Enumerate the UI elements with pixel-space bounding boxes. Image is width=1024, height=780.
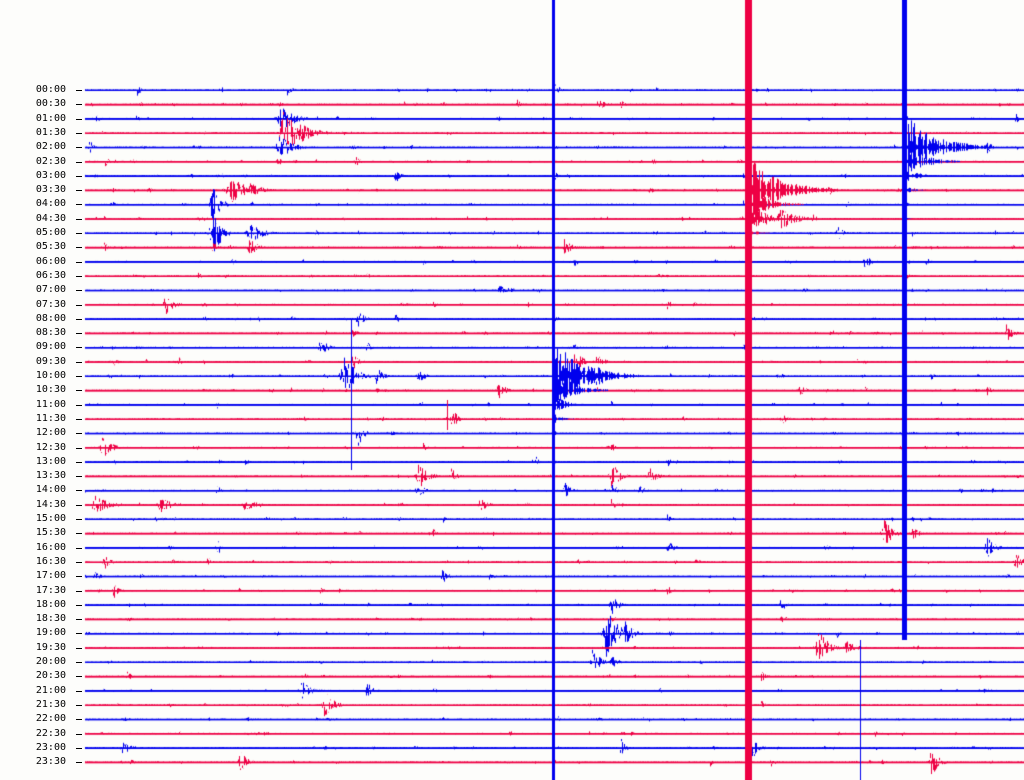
time-tick: [76, 461, 82, 463]
time-label: 21:00: [35, 684, 66, 696]
time-label: 02:00: [35, 141, 66, 153]
time-tick: [76, 233, 82, 234]
time-label: 01:00: [35, 112, 66, 124]
time-label: 17:30: [35, 584, 66, 596]
time-label: 02:30: [35, 155, 66, 167]
time-label: 07:00: [35, 284, 66, 296]
time-tick: [76, 90, 82, 91]
time-tick: [76, 490, 82, 492]
time-label: 22:30: [35, 727, 66, 739]
time-tick: [76, 275, 82, 277]
time-label: 10:00: [35, 370, 66, 381]
time-tick: [76, 418, 82, 420]
time-tick: [76, 175, 82, 177]
time-tick: [76, 747, 82, 749]
time-label: 04:30: [35, 212, 66, 224]
time-label: 12:00: [35, 427, 66, 439]
time-tick: [76, 619, 82, 621]
time-label: 09:30: [35, 355, 66, 367]
time-label: 20:00: [35, 656, 66, 667]
time-label: 14:30: [35, 498, 66, 510]
time-tick: [76, 347, 82, 349]
time-tick: [76, 333, 82, 335]
time-label: 19:30: [35, 641, 66, 653]
time-label: 01:30: [35, 126, 66, 138]
time-axis: 00:00 00:30 01:00 01:30 02:00 02:30 03:00 03:30…: [0, 0, 82, 780]
time-label: 06:00: [35, 255, 66, 267]
time-tick: [76, 762, 82, 764]
time-label: 04:00: [35, 198, 66, 210]
time-tick: [76, 261, 82, 263]
time-tick: [76, 290, 82, 292]
time-tick: [76, 704, 82, 706]
time-tick: [76, 633, 82, 635]
time-label: 09:00: [35, 341, 66, 353]
time-label: 08:00: [35, 312, 66, 324]
time-label: 15:30: [35, 527, 66, 539]
time-tick: [76, 318, 82, 320]
time-tick: [76, 218, 82, 220]
time-tick: [76, 504, 82, 506]
time-label: 18:00: [35, 598, 66, 610]
time-tick: [76, 533, 82, 535]
time-label: 03:30: [35, 184, 66, 196]
time-label: 11:00: [35, 398, 66, 410]
time-tick: [76, 604, 82, 606]
time-label: 18:30: [35, 613, 66, 625]
time-label: 05:00: [35, 227, 66, 238]
time-label: 07:30: [35, 298, 66, 310]
time-tick: [76, 561, 82, 563]
time-label: 16:30: [35, 555, 66, 567]
time-label: 23:30: [35, 756, 66, 768]
time-label: 15:00: [35, 513, 66, 524]
time-label: 13:00: [35, 455, 66, 467]
time-label: 10:30: [35, 384, 66, 396]
time-label: 03:00: [35, 169, 66, 181]
time-label: 20:30: [35, 670, 66, 682]
time-tick: [76, 204, 82, 206]
time-tick: [76, 733, 82, 735]
time-tick: [76, 161, 82, 163]
time-label: 00:30: [35, 98, 66, 110]
time-tick: [76, 547, 82, 549]
time-tick: [76, 247, 82, 249]
time-label: 08:30: [35, 327, 66, 339]
time-tick: [76, 447, 82, 449]
time-label: 12:30: [35, 441, 66, 453]
time-label: 05:30: [35, 241, 66, 253]
time-tick: [76, 361, 82, 363]
time-tick: [76, 590, 82, 592]
time-tick: [76, 719, 82, 721]
time-label: 17:00: [35, 570, 66, 582]
time-label: 11:30: [35, 412, 66, 424]
time-tick: [76, 690, 82, 692]
time-tick: [76, 390, 82, 392]
time-tick: [76, 519, 82, 520]
time-tick: [76, 676, 82, 678]
time-tick: [76, 190, 82, 192]
time-label: 22:00: [35, 713, 66, 725]
time-tick: [76, 304, 82, 306]
time-tick: [76, 132, 82, 134]
time-tick: [76, 662, 82, 663]
time-label: 19:00: [35, 627, 66, 639]
time-tick: [76, 647, 82, 649]
time-tick: [76, 376, 82, 377]
time-tick: [76, 118, 82, 120]
time-tick: [76, 476, 82, 478]
time-label: 00:00: [35, 84, 66, 95]
time-label: 14:00: [35, 484, 66, 496]
time-tick: [76, 147, 82, 149]
time-label: 06:30: [35, 269, 66, 281]
time-tick: [76, 104, 82, 106]
time-tick: [76, 433, 82, 435]
time-label: 13:30: [35, 470, 66, 482]
time-tick: [76, 576, 82, 578]
time-label: 21:30: [35, 698, 66, 710]
time-tick: [76, 404, 82, 406]
time-label: 23:00: [35, 741, 66, 753]
time-label: 16:00: [35, 541, 66, 553]
